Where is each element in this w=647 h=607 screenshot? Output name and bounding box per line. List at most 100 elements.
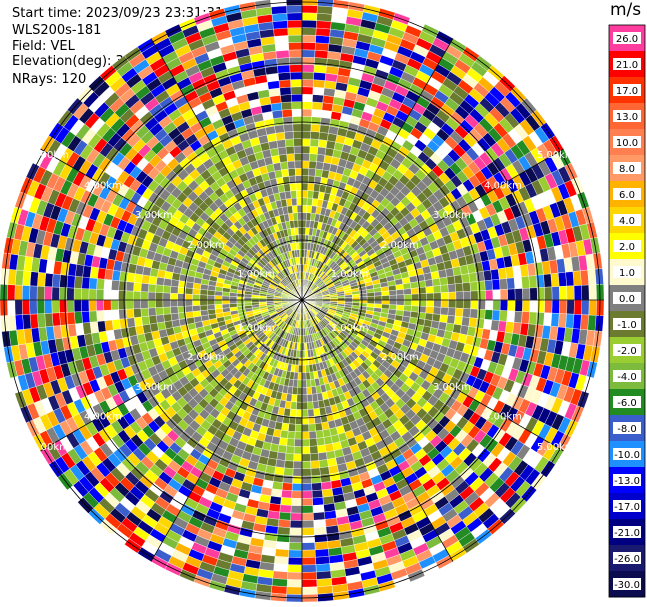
radar-cell	[271, 585, 288, 595]
radar-cell	[559, 299, 568, 315]
radar-cell	[184, 305, 194, 313]
radar-cell	[440, 299, 449, 308]
radar-cell	[66, 311, 76, 325]
radar-cell	[59, 312, 69, 326]
radar-cell	[301, 372, 307, 381]
radar-cell	[490, 268, 500, 281]
radar-cell	[304, 357, 310, 366]
radar-cell	[506, 277, 516, 290]
radar-cell	[374, 291, 383, 297]
radar-cell	[276, 451, 287, 461]
radar-cell	[317, 444, 327, 454]
radar-cell	[36, 285, 45, 301]
radar-cell	[273, 117, 284, 127]
radar-cell	[291, 497, 303, 506]
radar-cell	[359, 292, 368, 298]
radar-cell	[484, 309, 493, 321]
radar-cell	[276, 533, 290, 543]
radar-cell	[551, 299, 560, 314]
radar-cell	[320, 481, 333, 491]
radar-cell	[312, 511, 326, 521]
radar-cell	[388, 284, 397, 292]
radar-cell	[301, 168, 310, 176]
radar-cell	[291, 483, 303, 492]
radar-cell	[81, 310, 91, 324]
radar-cell	[192, 305, 201, 312]
radar-cell	[140, 282, 150, 293]
radar-cell	[155, 307, 164, 316]
radar-cell	[280, 94, 292, 103]
radar-cell	[111, 309, 120, 321]
radar-cell	[291, 197, 298, 206]
radar-cell	[296, 394, 303, 403]
radar-cell	[402, 282, 412, 290]
range-ring-label: 3.00km	[135, 382, 173, 393]
radar-cell	[462, 290, 471, 301]
radar-cell	[522, 299, 531, 313]
radar-cell	[274, 466, 285, 476]
radar-cell	[273, 563, 289, 573]
radar-cell	[301, 468, 312, 477]
radar-cell	[587, 314, 597, 331]
radar-cell	[312, 86, 325, 96]
colorbar-tick-label: -26.0	[614, 554, 640, 565]
radar-cell	[301, 483, 313, 492]
radar-cell	[551, 286, 560, 301]
radar-cell	[410, 305, 420, 313]
radar-cell	[271, 5, 288, 15]
instrument-label: WLS200s-181	[12, 23, 102, 38]
radar-cell	[88, 310, 98, 323]
radar-cell	[229, 299, 238, 304]
radar-cell	[301, 520, 315, 529]
radar-cell	[301, 357, 306, 366]
radar-cell	[301, 431, 310, 440]
radar-cell	[283, 123, 294, 133]
radar-cell	[317, 451, 328, 461]
radar-cell	[301, 123, 312, 132]
radar-cell	[74, 311, 83, 325]
colorbar-tick-label: -10.0	[614, 450, 640, 461]
radar-cell	[462, 308, 471, 318]
radar-cell	[559, 285, 568, 301]
radar-cell	[301, 379, 307, 388]
radar-cell	[118, 280, 127, 291]
radar-cell	[306, 379, 312, 388]
radar-cell	[433, 292, 442, 301]
radar-cell	[15, 269, 24, 286]
radar-cell	[271, 13, 288, 22]
radar-cell	[461, 273, 471, 284]
radar-cell	[544, 299, 553, 314]
radar-cell	[301, 234, 306, 243]
radar-cell	[103, 279, 113, 291]
radar-cell	[477, 280, 486, 291]
range-ring-label: 1.00km	[237, 269, 275, 280]
radar-cell	[535, 312, 545, 326]
radar-cell	[148, 307, 157, 317]
radar-cell	[44, 272, 54, 288]
radar-cell	[244, 302, 253, 307]
radar-cell	[133, 299, 142, 310]
radar-cell	[310, 123, 321, 133]
radar-cell	[276, 57, 290, 67]
radar-cell	[396, 294, 405, 301]
radar-cell	[279, 504, 292, 514]
radar-cell	[313, 64, 327, 74]
radar-cell	[294, 424, 303, 432]
radar-cell	[277, 146, 287, 156]
radar-cell	[275, 459, 286, 469]
radar-cell	[119, 318, 129, 329]
radar-cell	[287, 20, 303, 29]
radar-cell	[148, 283, 157, 293]
radar-cell	[281, 101, 293, 111]
radar-cell	[462, 282, 471, 292]
radar-cell	[309, 445, 319, 454]
radar-cell	[147, 291, 156, 301]
radar-cell	[304, 349, 309, 358]
radar-cell	[320, 473, 331, 483]
radar-cell	[7, 284, 16, 301]
radar-cell	[311, 116, 322, 125]
radar-cell	[156, 314, 165, 324]
radar-cell	[550, 312, 560, 328]
radar-cell	[301, 542, 316, 551]
radar-cell	[588, 284, 597, 301]
